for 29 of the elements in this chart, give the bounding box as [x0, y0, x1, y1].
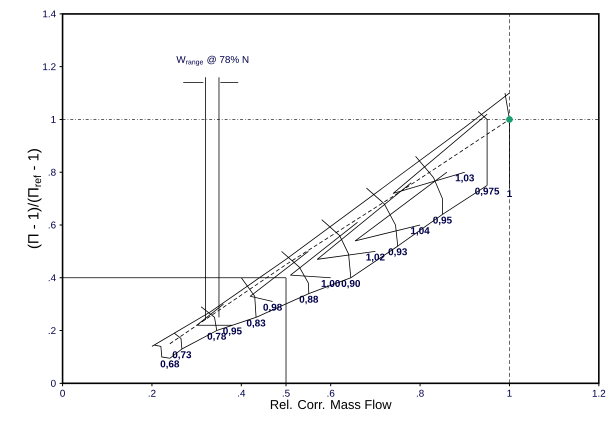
series-label: 0,975	[475, 188, 500, 196]
y-axis-title: (Π - 1)/(Π$_{ref}$ - 1)	[28, 149, 42, 248]
y-tick-label: 1.4	[43, 10, 56, 18]
y-tick-label: .6	[48, 221, 56, 228]
x-tick-label: .2	[148, 390, 156, 397]
x-tick-label: .8	[416, 390, 424, 397]
y-tick-label: .2	[48, 327, 56, 334]
series-label: 0,68	[160, 360, 180, 369]
y-tick-label: 0	[50, 380, 56, 387]
y-tick-label: 1	[51, 116, 56, 123]
annotation: W$_{range}$ @ 78% N	[176, 56, 248, 66]
x-axis-title: Rel. Corr. Mass Flow	[270, 400, 392, 410]
y-tick-label: .4	[48, 274, 56, 282]
x-tick-label: .6	[327, 390, 334, 397]
x-tick-label: .4	[238, 390, 246, 397]
y-tick-label: 1.2	[43, 63, 56, 70]
x-tick-label: 1	[507, 390, 512, 397]
x-tick-label: .5	[282, 390, 290, 397]
series-label: 0,73	[172, 351, 192, 360]
series-label: 0,90	[342, 280, 360, 288]
series-label: 0,93	[388, 248, 408, 257]
series-label: 0,83	[246, 320, 266, 328]
x-tick-label: 1.2	[592, 390, 606, 397]
series-label: 0,95	[433, 216, 452, 226]
series-label: 0,88	[300, 296, 318, 304]
y-tick-label: .8	[48, 168, 56, 176]
series-label: 1,03	[456, 174, 474, 183]
x-tick-label: 0	[60, 390, 65, 397]
series-label: 1	[507, 190, 512, 198]
